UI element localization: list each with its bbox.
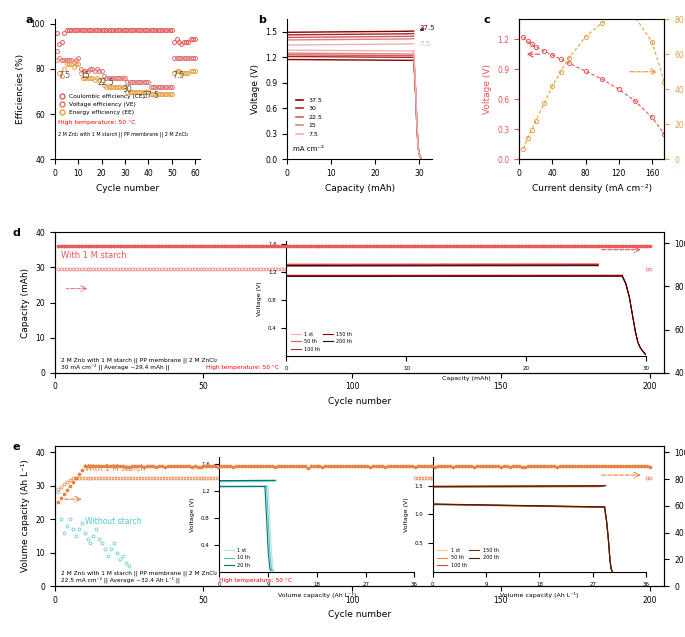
- Text: 7.5: 7.5: [419, 41, 430, 47]
- Text: High temperature: 50 °C: High temperature: 50 °C: [58, 120, 136, 125]
- Text: e: e: [12, 441, 20, 452]
- Text: Without starch: Without starch: [85, 517, 142, 526]
- X-axis label: Current density (mA cm⁻²): Current density (mA cm⁻²): [532, 183, 652, 193]
- Y-axis label: Capacity (mAh): Capacity (mAh): [21, 268, 29, 338]
- Text: 22.5 mA cm⁻² || Average ~32.4 Ah L⁻¹ ||: 22.5 mA cm⁻² || Average ~32.4 Ah L⁻¹ ||: [61, 577, 182, 583]
- Text: With 1 M starch: With 1 M starch: [61, 251, 127, 260]
- Y-axis label: Efficiencies (%): Efficiencies (%): [16, 54, 25, 124]
- Text: 15: 15: [80, 71, 90, 80]
- X-axis label: Cycle number: Cycle number: [96, 183, 159, 193]
- Text: 2 M ZnI₂ with 1 M starch || PP membrane || 2 M ZnCl₂: 2 M ZnI₂ with 1 M starch || PP membrane …: [61, 357, 217, 363]
- Text: a: a: [26, 15, 34, 25]
- Text: 22.5: 22.5: [98, 78, 114, 87]
- X-axis label: Cycle number: Cycle number: [328, 397, 391, 406]
- Text: 30: 30: [123, 85, 132, 94]
- Text: b: b: [258, 15, 266, 25]
- Y-axis label: Volume capacity (Ah L⁻¹): Volume capacity (Ah L⁻¹): [21, 459, 29, 572]
- Text: mA cm⁻²: mA cm⁻²: [293, 146, 324, 152]
- Text: d: d: [12, 228, 20, 238]
- Legend: Coulombic efficiency (CE), Voltage efficiency (VE), Energy efficiency (EE): Coulombic efficiency (CE), Voltage effic…: [58, 92, 148, 117]
- Text: 37.5: 37.5: [419, 25, 434, 31]
- Y-axis label: Voltage (V): Voltage (V): [251, 64, 260, 114]
- Legend: 37.5, 30, 22.5, 15, 7.5: 37.5, 30, 22.5, 15, 7.5: [293, 95, 325, 140]
- Text: 30 mA cm⁻² || Average ~29.4 mAh ||: 30 mA cm⁻² || Average ~29.4 mAh ||: [61, 364, 171, 370]
- Text: High temperature: 50 °C: High temperature: 50 °C: [206, 364, 279, 369]
- Text: 7.5: 7.5: [58, 71, 71, 80]
- X-axis label: Cycle number: Cycle number: [328, 610, 391, 619]
- Text: c: c: [483, 15, 490, 25]
- Text: 2 M ZnI₂ with 1 M starch || PP membrane || 2 M ZnCl₂: 2 M ZnI₂ with 1 M starch || PP membrane …: [61, 571, 217, 576]
- X-axis label: Capacity (mAh): Capacity (mAh): [325, 183, 395, 193]
- Text: High temperature: 50 °C: High temperature: 50 °C: [219, 578, 292, 583]
- Text: 7.5: 7.5: [173, 71, 185, 80]
- Text: 2 M ZnI₂ with 1 M starch || PP membrane || 2 M ZnCl₂: 2 M ZnI₂ with 1 M starch || PP membrane …: [58, 132, 188, 137]
- Y-axis label: Voltage (V): Voltage (V): [483, 64, 492, 114]
- Text: With 1 M starch: With 1 M starch: [85, 464, 145, 473]
- Text: 37.5: 37.5: [142, 91, 160, 101]
